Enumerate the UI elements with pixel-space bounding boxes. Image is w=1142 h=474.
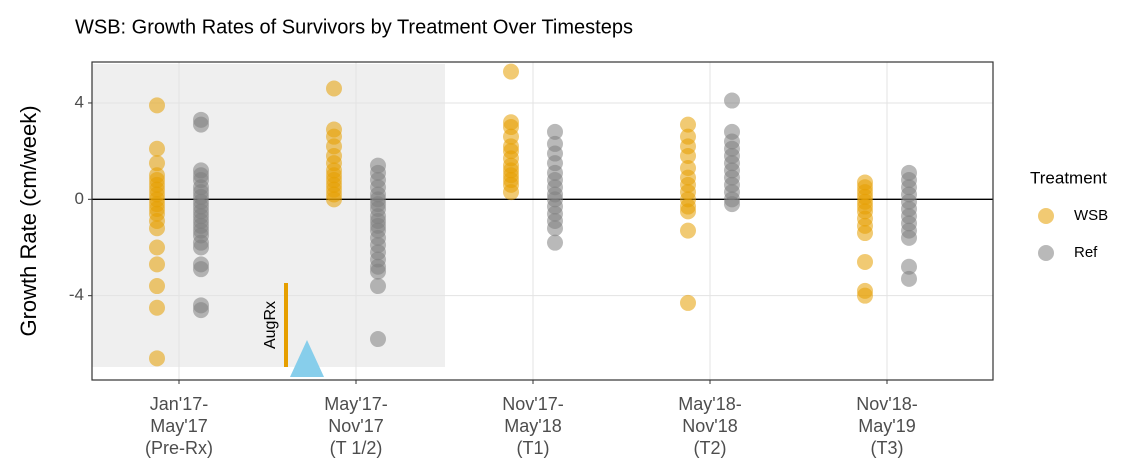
x-tick-label: Jan'17- May'17 (Pre-Rx)	[145, 394, 213, 458]
point	[149, 278, 165, 295]
point	[901, 258, 917, 275]
legend-marker	[1038, 208, 1054, 224]
x-tick-label: May'17- Nov'17 (T 1/2)	[324, 394, 388, 458]
point	[857, 253, 873, 270]
legend-label: Ref	[1074, 244, 1098, 261]
point	[370, 263, 386, 280]
point	[680, 116, 696, 133]
point	[547, 234, 563, 251]
point	[503, 63, 519, 80]
point	[724, 196, 740, 213]
y-tick-label: 4	[75, 92, 84, 111]
y-tick-label: 0	[75, 189, 84, 208]
point	[724, 92, 740, 109]
point	[680, 147, 696, 164]
point	[503, 184, 519, 201]
chart-title: WSB: Growth Rates of Survivors by Treatm…	[75, 16, 633, 38]
point	[193, 302, 209, 319]
point	[149, 155, 165, 172]
point	[901, 270, 917, 287]
point	[149, 239, 165, 256]
point	[547, 220, 563, 237]
point	[149, 256, 165, 273]
point	[901, 229, 917, 246]
point	[326, 191, 342, 208]
point	[149, 220, 165, 237]
y-axis-label: Growth Rate (cm/week)	[16, 105, 41, 336]
x-tick-label: Nov'17- May'18 (T1)	[502, 394, 564, 458]
point	[326, 80, 342, 97]
point	[149, 350, 165, 367]
point	[149, 97, 165, 114]
x-tick-label: Nov'18- May'19 (T3)	[856, 394, 918, 458]
point	[680, 203, 696, 220]
legend-marker	[1038, 245, 1054, 261]
legend-title: Treatment	[1030, 168, 1107, 187]
point	[149, 140, 165, 157]
point	[370, 278, 386, 295]
annotation-text: AugRx	[262, 301, 279, 349]
point	[149, 299, 165, 316]
point	[680, 222, 696, 239]
panel-border	[91, 61, 994, 381]
point	[193, 261, 209, 278]
y-tick-label: -4	[69, 285, 84, 304]
point	[193, 116, 209, 133]
x-tick-label: May'18- Nov'18 (T2)	[678, 394, 742, 458]
point	[857, 287, 873, 304]
legend-label: WSB	[1074, 207, 1108, 224]
annotation-triangle	[290, 340, 324, 377]
point	[857, 225, 873, 242]
point	[547, 123, 563, 140]
point	[193, 239, 209, 256]
point	[370, 331, 386, 348]
point	[680, 294, 696, 311]
